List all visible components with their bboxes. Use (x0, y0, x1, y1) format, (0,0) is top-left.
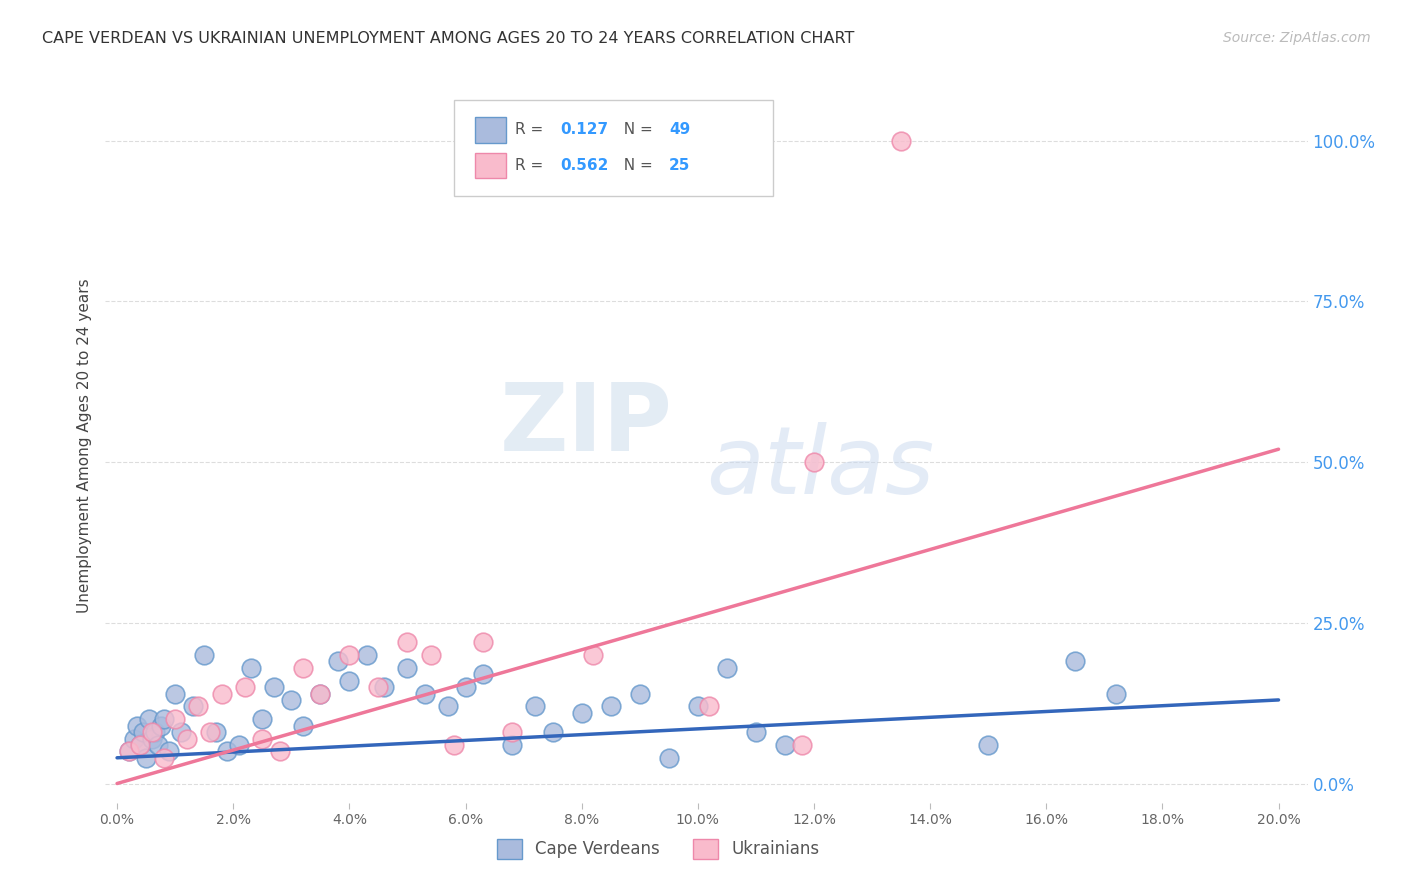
Point (437, 699, 460, 714)
Point (157, 744, 180, 758)
Point (628, 686, 651, 700)
Text: R =: R = (516, 158, 548, 173)
Text: CAPE VERDEAN VS UKRAINIAN UNEMPLOYMENT AMONG AGES 20 TO 24 YEARS CORRELATION CHA: CAPE VERDEAN VS UKRAINIAN UNEMPLOYMENT A… (42, 31, 855, 46)
Point (165, 712, 187, 726)
Point (291, 661, 314, 675)
Point (118, 744, 141, 758)
Point (135, 751, 157, 765)
Point (454, 680, 477, 694)
Point (143, 725, 166, 739)
Point (541, 725, 564, 739)
Point (501, 738, 523, 752)
Text: 25: 25 (669, 158, 690, 173)
Point (217, 744, 239, 758)
Point (263, 680, 285, 694)
Text: N =: N = (614, 122, 658, 137)
Point (127, 719, 149, 733)
Point (165, 686, 187, 700)
Point (686, 699, 709, 714)
Text: atlas: atlas (707, 422, 935, 513)
Point (187, 699, 209, 714)
Point (773, 738, 796, 752)
Text: N =: N = (614, 158, 658, 173)
Point (176, 731, 198, 746)
Point (792, 738, 814, 752)
Text: 0.562: 0.562 (560, 158, 609, 173)
Point (170, 725, 193, 739)
Point (193, 648, 215, 662)
Point (269, 744, 291, 758)
Point (396, 661, 419, 675)
Point (291, 719, 314, 733)
Point (699, 699, 721, 714)
Point (129, 738, 152, 752)
Point (132, 725, 155, 739)
Point (309, 686, 332, 700)
Point (524, 699, 547, 714)
Point (1105, 686, 1128, 700)
Point (239, 661, 262, 675)
Point (138, 712, 160, 726)
Point (326, 654, 349, 668)
Point (337, 648, 360, 662)
Point (1064, 654, 1087, 668)
Text: 0.127: 0.127 (560, 122, 607, 137)
FancyBboxPatch shape (454, 100, 773, 196)
Point (252, 712, 274, 726)
FancyBboxPatch shape (474, 117, 506, 143)
Point (356, 648, 378, 662)
Point (803, 455, 825, 469)
Point (373, 680, 395, 694)
Point (419, 648, 441, 662)
Point (129, 738, 152, 752)
Point (413, 686, 436, 700)
Point (977, 738, 1000, 752)
Point (443, 738, 465, 752)
Point (252, 731, 274, 746)
Point (280, 693, 302, 707)
Point (198, 725, 221, 739)
Point (599, 699, 621, 714)
Point (181, 699, 204, 714)
Point (501, 725, 523, 739)
Point (337, 673, 360, 688)
Point (571, 706, 593, 720)
Point (716, 661, 738, 675)
Point (471, 667, 494, 681)
Point (396, 635, 419, 649)
Point (118, 744, 141, 758)
Y-axis label: Unemployment Among Ages 20 to 24 years: Unemployment Among Ages 20 to 24 years (77, 278, 93, 614)
Point (211, 686, 233, 700)
Text: 49: 49 (669, 122, 690, 137)
Point (152, 751, 174, 765)
Point (228, 738, 250, 752)
Point (146, 738, 169, 752)
Point (471, 635, 494, 649)
Text: Source: ZipAtlas.com: Source: ZipAtlas.com (1223, 31, 1371, 45)
Point (745, 725, 768, 739)
Point (152, 712, 174, 726)
Point (204, 725, 226, 739)
Point (582, 648, 605, 662)
Point (141, 725, 163, 739)
Point (367, 680, 389, 694)
Point (658, 751, 681, 765)
Point (890, 134, 912, 148)
Legend: Cape Verdeans, Ukrainians: Cape Verdeans, Ukrainians (491, 832, 827, 866)
Point (149, 719, 172, 733)
Text: ZIP: ZIP (501, 378, 672, 471)
Text: R =: R = (516, 122, 548, 137)
Point (141, 731, 163, 746)
Point (233, 680, 256, 694)
FancyBboxPatch shape (474, 153, 506, 178)
Point (309, 686, 332, 700)
Point (124, 731, 146, 746)
